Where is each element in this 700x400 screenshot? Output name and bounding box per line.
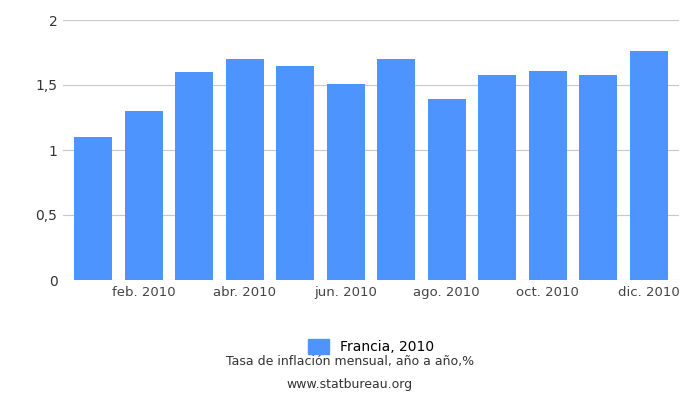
Bar bbox=[327, 84, 365, 280]
Bar bbox=[377, 59, 415, 280]
Text: www.statbureau.org: www.statbureau.org bbox=[287, 378, 413, 391]
Bar bbox=[175, 72, 214, 280]
Bar bbox=[74, 137, 112, 280]
Bar bbox=[580, 74, 617, 280]
Text: Tasa de inflación mensual, año a año,%: Tasa de inflación mensual, año a año,% bbox=[226, 356, 474, 368]
Bar bbox=[226, 59, 264, 280]
Bar bbox=[528, 71, 567, 280]
Bar bbox=[428, 99, 466, 280]
Legend: Francia, 2010: Francia, 2010 bbox=[302, 334, 440, 360]
Bar bbox=[125, 111, 162, 280]
Bar bbox=[630, 51, 668, 280]
Bar bbox=[276, 66, 314, 280]
Bar bbox=[478, 74, 516, 280]
